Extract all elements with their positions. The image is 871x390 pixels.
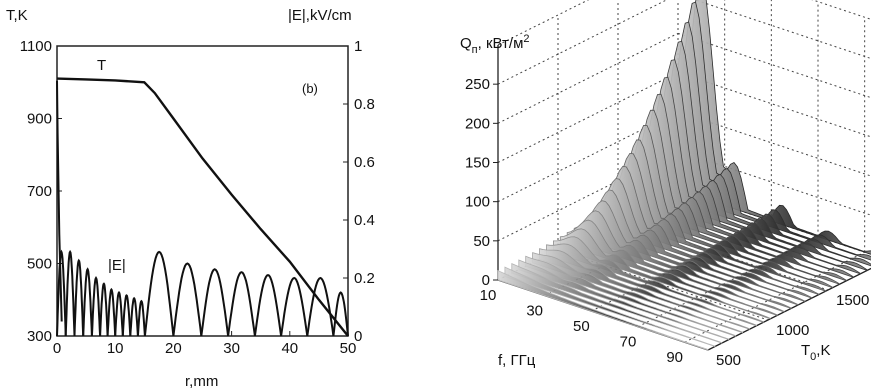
f-tick-label: 10 (480, 287, 497, 304)
x-tick-label: 50 (340, 340, 357, 357)
temperature-field-chart: T,K |E|,kV/cm (b) r,mm T |E| 0 10 20 30 40 50… (6, 7, 375, 390)
surface-strip (608, 152, 820, 296)
series-E-spike (56, 80, 63, 322)
f-tick-label: 90 (666, 349, 683, 366)
surface-strip (580, 200, 792, 310)
series-E-arch (114, 290, 124, 337)
y-left-axis-label: T,K (6, 7, 28, 24)
y-left-tick-label: 1100 (20, 38, 52, 55)
surface-strip (504, 266, 716, 348)
y-left-tick-label: 500 (27, 256, 52, 273)
surface-strip (622, 124, 834, 289)
series-E-arch (172, 262, 203, 337)
surface-strip (539, 248, 750, 330)
surface-strip (573, 210, 785, 313)
left-chart-series (56, 77, 349, 337)
y-left-tick-label: 900 (27, 111, 52, 128)
surface-strip (629, 109, 840, 285)
grid-line-back-left (497, 0, 668, 85)
y-right-tick-label: 0.6 (354, 154, 375, 171)
series-E-arch (129, 296, 139, 337)
y-left-tick-label: 700 (27, 183, 52, 200)
surface-ticks: 0501001502002501030507090500100015002000 (465, 76, 869, 369)
grid-line-back-left (497, 72, 679, 163)
series-E-arch (253, 274, 283, 337)
surface-strip (497, 269, 709, 351)
t0-tick-label: 1000 (776, 322, 809, 339)
y-right-tick-label: 0.4 (354, 212, 375, 229)
series-T-line (56, 77, 349, 337)
x-tick-label: 20 (165, 340, 182, 357)
x-axis-label-f: f, ГГц (498, 352, 536, 369)
grid-line-back-left (497, 32, 679, 124)
series-E-arch (280, 276, 309, 337)
y-right-tick-label: 0 (354, 328, 362, 345)
surface-strip (566, 219, 778, 316)
series-E-arch (121, 294, 132, 337)
z-tick-label: 0 (482, 272, 490, 289)
grid-line-back-right (693, 0, 871, 60)
grid-line-back-right (677, 32, 871, 99)
surface-strip (518, 259, 730, 341)
x-tick-label: 30 (223, 340, 240, 357)
surface-strip (615, 139, 827, 292)
series-E-arch (106, 287, 117, 337)
y-right-tick-label: 0.8 (354, 96, 375, 113)
surface-strip (511, 262, 723, 344)
y-axis-label-T0: T0,K (801, 342, 830, 363)
f-tick-label: 70 (620, 334, 637, 351)
z-tick-label: 100 (465, 194, 490, 211)
y-right-tick-label: 1 (354, 38, 362, 55)
x-axis-label: r,mm (185, 373, 218, 390)
series-E-arch (332, 291, 349, 337)
y-right-axis-label: |E|,kV/cm (288, 7, 352, 24)
x-tick-label: 10 (107, 340, 124, 357)
series-label-E: |E| (108, 257, 126, 274)
surface-strip (525, 255, 737, 337)
series-E-arch (56, 249, 67, 337)
surface-strip (553, 236, 764, 323)
surface-strip (559, 228, 771, 320)
surface-mesh (497, 0, 871, 351)
panel-label: (b) (302, 81, 318, 96)
surface-strip (642, 76, 854, 278)
y-right-tick-label: 0.2 (354, 270, 375, 287)
z-tick-label: 250 (465, 76, 490, 93)
heat-flux-surface-chart: 0501001502002501030507090500100015002000… (460, 0, 871, 369)
grid-line-back-left (497, 150, 679, 242)
series-E-arch (306, 276, 335, 337)
f-tick-label: 30 (526, 303, 543, 320)
x-tick-label: 40 (281, 340, 298, 357)
series-label-T: T (97, 57, 106, 74)
surface-strip (546, 243, 757, 327)
surface-strip (601, 165, 813, 299)
series-E-arch (73, 258, 85, 337)
series-E-arch (90, 276, 102, 337)
z-tick-label: 50 (473, 233, 490, 250)
f-tick-label: 50 (573, 318, 590, 335)
series-E-arch (82, 267, 93, 337)
x-tick-label: 0 (53, 340, 61, 357)
series-E-arch (136, 299, 146, 337)
t0-tick-label: 500 (716, 352, 741, 369)
surface-strip (532, 252, 744, 334)
z-tick-label: 200 (465, 115, 490, 132)
series-E-arch (143, 250, 175, 337)
series-E-arch (99, 282, 109, 337)
z-axis-label: Qп, кВт/м2 (460, 33, 530, 56)
series-E-arch (200, 268, 230, 337)
grid-line-back-left (497, 111, 679, 203)
y-left-tick-label: 300 (27, 328, 52, 345)
series-E-arch (227, 271, 256, 337)
series-E-arch (64, 249, 76, 337)
z-tick-label: 150 (465, 155, 490, 172)
t0-tick-label: 1500 (836, 292, 869, 309)
left-chart-ticks: 0 10 20 30 40 50 300 500 700 900 1100 0 0.2 0.4 0.6 0.8… (20, 38, 375, 357)
